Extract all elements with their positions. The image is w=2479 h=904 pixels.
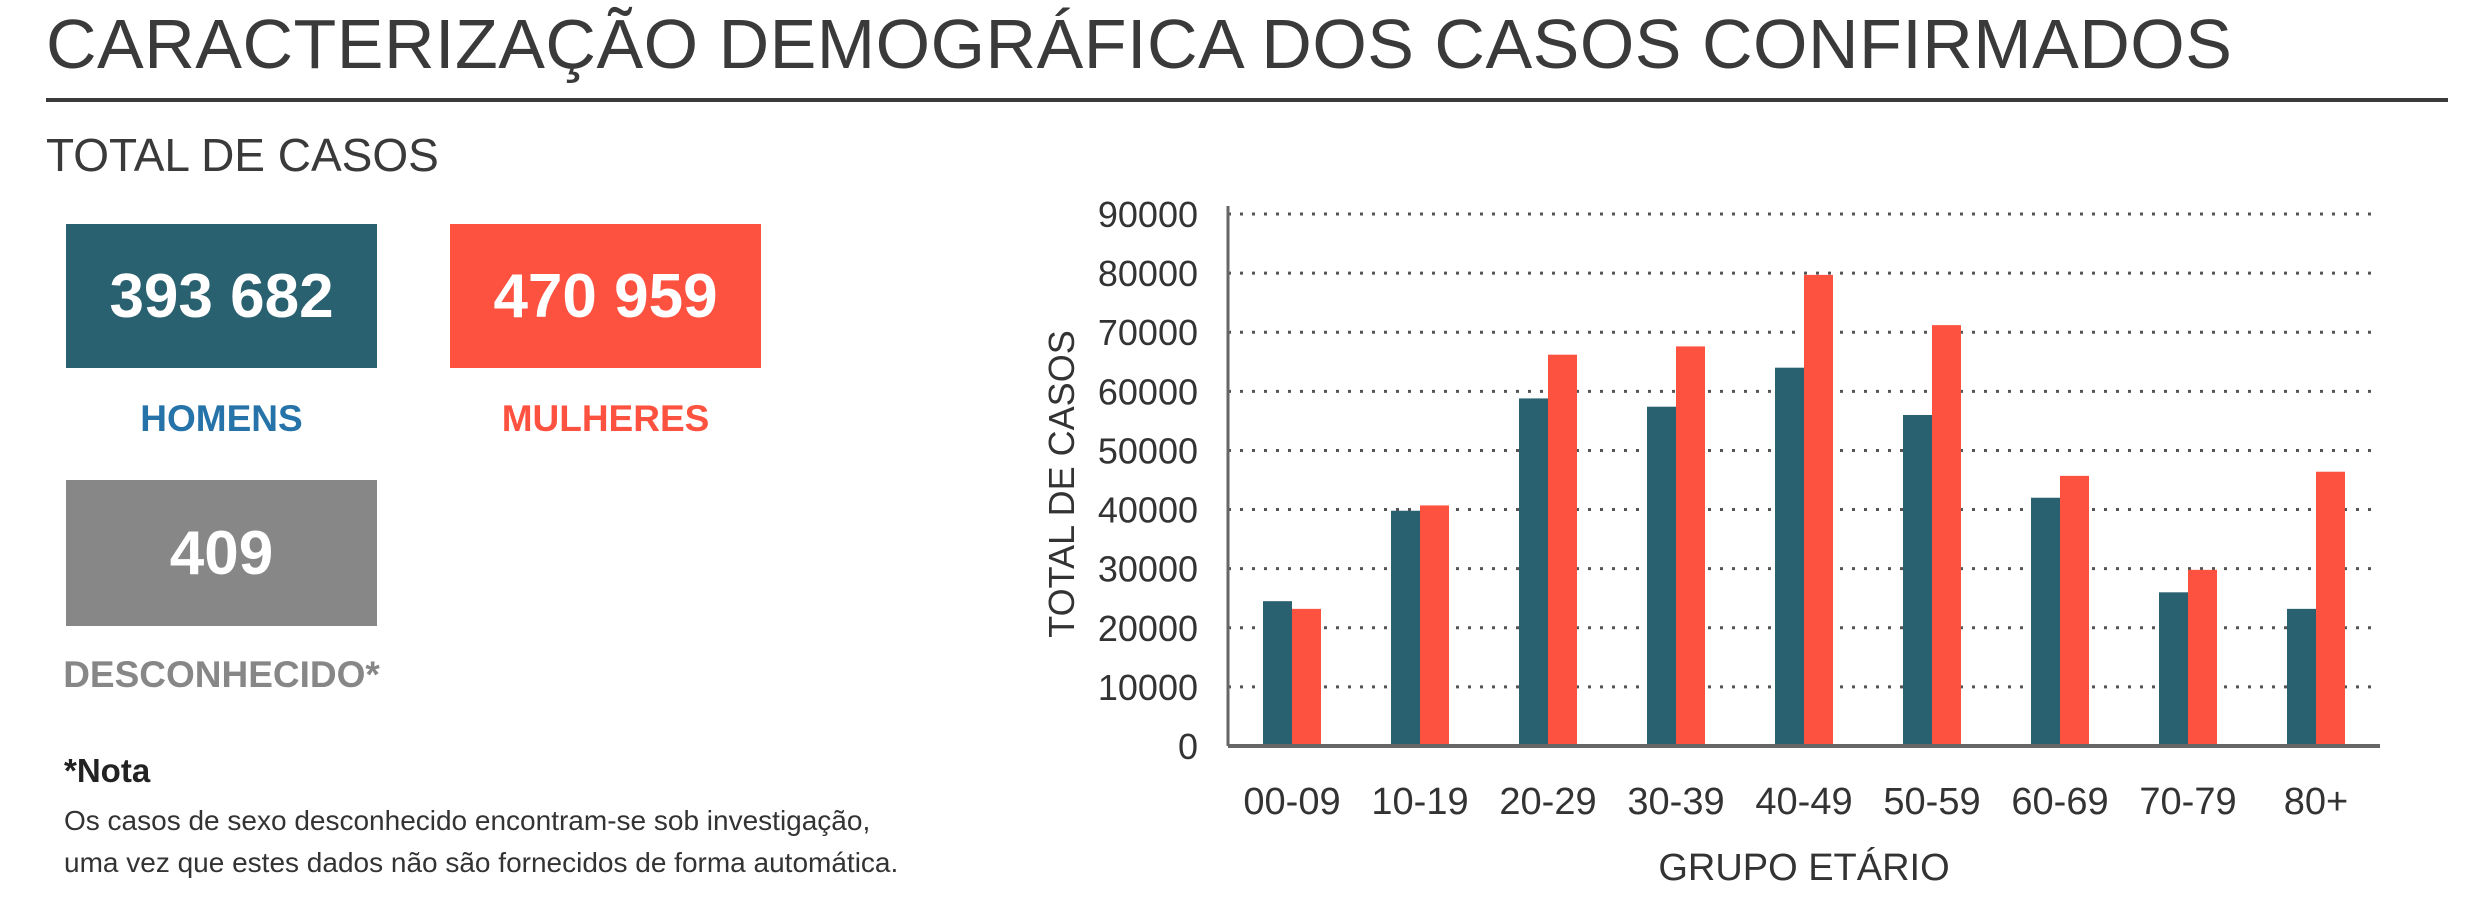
y-tick-label: 60000 [1098, 371, 1198, 412]
bar [2159, 592, 2188, 746]
section-title: TOTAL DE CASOS [46, 129, 439, 181]
note-line-1: Os casos de sexo desconhecido encontram-… [64, 805, 871, 836]
bar [2060, 475, 2089, 746]
y-tick-label: 30000 [1098, 549, 1198, 590]
y-axis-title: TOTAL DE CASOS [1041, 330, 1082, 637]
y-tick-label: 70000 [1098, 312, 1198, 353]
y-tick-label: 40000 [1098, 490, 1198, 531]
y-tick-label: 90000 [1098, 194, 1198, 235]
x-tick-label: 50-59 [1883, 781, 1980, 823]
bar [1292, 608, 1321, 746]
x-tick-label: 80+ [2284, 781, 2348, 823]
men-label: HOMENS [140, 398, 303, 439]
unknown-total-card: 409 [66, 480, 377, 626]
x-axis-title: GRUPO ETÁRIO [1658, 846, 1949, 889]
bar [1775, 367, 1804, 746]
title-divider [46, 98, 2448, 102]
bar [2316, 471, 2345, 746]
x-tick-label: 60-69 [2011, 781, 2108, 823]
bar [1420, 505, 1449, 746]
bar [1676, 346, 1705, 746]
x-tick-label: 20-29 [1499, 781, 1596, 823]
men-total-value: 393 682 [109, 261, 334, 331]
bar [2188, 569, 2217, 746]
bar [1263, 601, 1292, 746]
y-tick-label: 50000 [1098, 430, 1198, 471]
x-tick-label: 30-39 [1627, 781, 1724, 823]
bar [1548, 354, 1577, 746]
bar [1804, 274, 1833, 746]
bar [1903, 414, 1932, 746]
x-tick-label: 00-09 [1243, 781, 1340, 823]
unknown-label: DESCONHECIDO* [63, 654, 380, 695]
men-total-card: 393 682 [66, 224, 377, 368]
x-tick-label: 40-49 [1755, 781, 1852, 823]
note-text: Os casos de sexo desconhecido encontram-… [64, 800, 898, 884]
note-title: *Nota [64, 752, 151, 789]
x-tick-label: 10-19 [1371, 781, 1468, 823]
x-tick-label: 70-79 [2139, 781, 2236, 823]
bar [1932, 325, 1961, 746]
note-line-2: uma vez que estes dados não são fornecid… [64, 847, 899, 878]
y-tick-label: 80000 [1098, 253, 1198, 294]
y-tick-label: 0 [1178, 726, 1198, 767]
women-total-card: 470 959 [450, 224, 761, 368]
bar [2287, 608, 2316, 746]
page-title: CARACTERIZAÇÃO DEMOGRÁFICA DOS CASOS CON… [46, 5, 2233, 83]
y-tick-label: 20000 [1098, 608, 1198, 649]
bar [2031, 497, 2060, 746]
women-label: MULHERES [501, 398, 710, 439]
bar [1519, 398, 1548, 746]
bar [1647, 406, 1676, 746]
bar [1391, 510, 1420, 746]
women-total-value: 470 959 [493, 261, 718, 331]
unknown-total-value: 409 [169, 518, 274, 588]
y-tick-label: 10000 [1098, 667, 1198, 708]
